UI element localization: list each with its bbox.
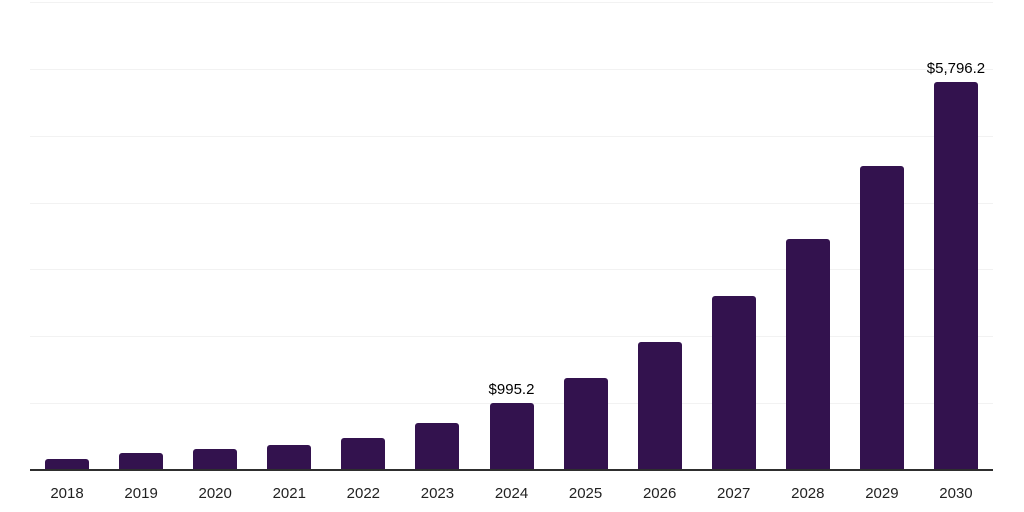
x-tick-2029: 2029 — [865, 485, 899, 502]
bar-2028[interactable] — [785, 238, 830, 470]
gridline-7000 — [30, 2, 993, 3]
bar-2027[interactable] — [711, 296, 756, 470]
bar-2026[interactable] — [637, 342, 682, 470]
x-tick-2023: 2023 — [420, 485, 455, 502]
x-axis-line — [30, 469, 993, 471]
gridline-3000 — [30, 269, 993, 270]
bar-2030[interactable] — [933, 82, 978, 470]
x-tick-2026: 2026 — [642, 485, 677, 502]
x-tick-2020: 2020 — [198, 485, 232, 502]
gridline-6000 — [30, 69, 993, 70]
gridline-4000 — [30, 203, 993, 204]
bar-value-label-2024: $995.2 — [488, 381, 535, 399]
gridline-5000 — [30, 136, 993, 137]
x-tick-2024: 2024 — [494, 485, 529, 502]
x-tick-2025: 2025 — [568, 485, 603, 502]
x-tick-2021: 2021 — [272, 485, 306, 502]
bar-2019[interactable] — [119, 452, 164, 470]
x-tick-2019: 2019 — [124, 485, 158, 502]
bar-2020[interactable] — [193, 449, 238, 470]
bar-2022[interactable] — [341, 437, 386, 470]
gridline-2000 — [30, 336, 993, 337]
x-tick-2028: 2028 — [791, 485, 825, 502]
x-tick-2022: 2022 — [346, 485, 381, 502]
x-tick-2027: 2027 — [717, 485, 751, 502]
bar-2021[interactable] — [267, 444, 312, 470]
bar-2029[interactable] — [859, 166, 904, 470]
x-tick-2018: 2018 — [50, 485, 84, 502]
bar-value-label-2030: $5,796.2 — [926, 60, 986, 78]
bar-2024[interactable] — [489, 403, 534, 470]
x-axis-labels: 2018 2019 2020 2021 2022 2023 2024 2025 2026 2027… — [0, 485, 1024, 503]
x-tick-2030: 2030 — [939, 485, 973, 502]
bar-2018[interactable] — [45, 459, 90, 470]
bar-2025[interactable] — [563, 377, 608, 470]
bar-2023[interactable] — [415, 422, 460, 470]
plot-area: $995.2 $5,796.2 — [30, 2, 993, 470]
